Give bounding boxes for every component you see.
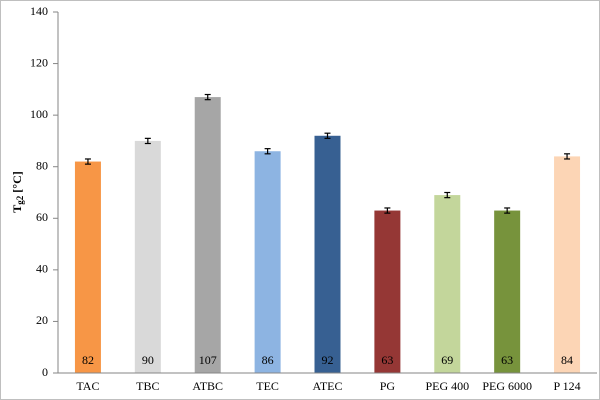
x-tick-label: ATEC <box>313 379 343 393</box>
data-label: 86 <box>262 353 274 367</box>
x-tick-label: ATBC <box>192 379 223 393</box>
bar <box>434 195 461 373</box>
error-bar <box>444 191 451 199</box>
bar <box>194 97 221 373</box>
error-bar <box>204 93 211 101</box>
error-bar <box>264 148 271 155</box>
x-tick-label: P 124 <box>553 379 580 393</box>
x-tick-label: PEG 6000 <box>482 379 532 393</box>
bar <box>494 210 521 373</box>
error-bar <box>564 153 571 160</box>
bar <box>254 151 281 373</box>
bar <box>554 156 581 373</box>
data-label: 107 <box>199 353 217 367</box>
error-bar <box>324 132 331 139</box>
y-label-subscript: g2 <box>15 195 25 205</box>
y-tick-label: 0 <box>42 365 48 379</box>
error-bar <box>504 207 511 214</box>
data-label: 82 <box>82 353 94 367</box>
x-tick-label: TAC <box>76 379 99 393</box>
y-tick-label: 120 <box>30 55 48 69</box>
data-label: 84 <box>561 353 573 367</box>
data-label: 63 <box>381 353 393 367</box>
x-tick-label: TEC <box>256 379 279 393</box>
y-tick-label: 100 <box>30 107 48 121</box>
x-tick-label: PEG 400 <box>425 379 469 393</box>
error-bar <box>384 207 391 214</box>
bar <box>374 210 401 373</box>
data-label: 63 <box>501 353 513 367</box>
y-label-unit: [°C] <box>10 171 24 192</box>
y-tick-label: 60 <box>36 210 48 224</box>
y-tick-label: 20 <box>36 313 48 327</box>
x-tick-label: TBC <box>136 379 159 393</box>
y-axis-label: Tg2 [°C] <box>10 171 25 212</box>
data-label: 90 <box>142 353 154 367</box>
error-bar <box>84 158 91 165</box>
bar <box>314 135 341 373</box>
bar <box>134 140 161 373</box>
data-label: 92 <box>322 353 334 367</box>
y-tick-label: 40 <box>36 262 48 276</box>
y-tick-label: 140 <box>30 4 48 18</box>
y-label-main: T <box>10 205 24 213</box>
x-tick-label: PG <box>380 379 396 393</box>
error-bar <box>144 137 151 145</box>
y-tick-label: 80 <box>36 158 48 172</box>
data-label: 69 <box>441 353 453 367</box>
bar <box>74 161 101 373</box>
